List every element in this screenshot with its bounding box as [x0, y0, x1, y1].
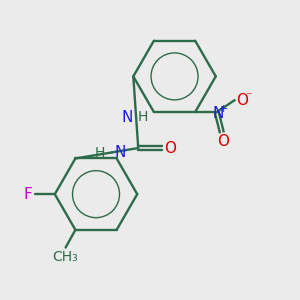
Text: +: +	[219, 104, 228, 114]
Text: O: O	[236, 93, 248, 108]
Text: ⁻: ⁻	[245, 90, 251, 103]
Text: F: F	[24, 187, 33, 202]
Text: N: N	[212, 106, 224, 121]
Text: O: O	[164, 140, 175, 155]
Text: O: O	[218, 134, 230, 149]
Text: CH₃: CH₃	[53, 250, 79, 264]
Text: H: H	[94, 146, 105, 161]
Text: N: N	[115, 145, 126, 160]
Text: N: N	[122, 110, 133, 125]
Text: H: H	[138, 110, 148, 124]
